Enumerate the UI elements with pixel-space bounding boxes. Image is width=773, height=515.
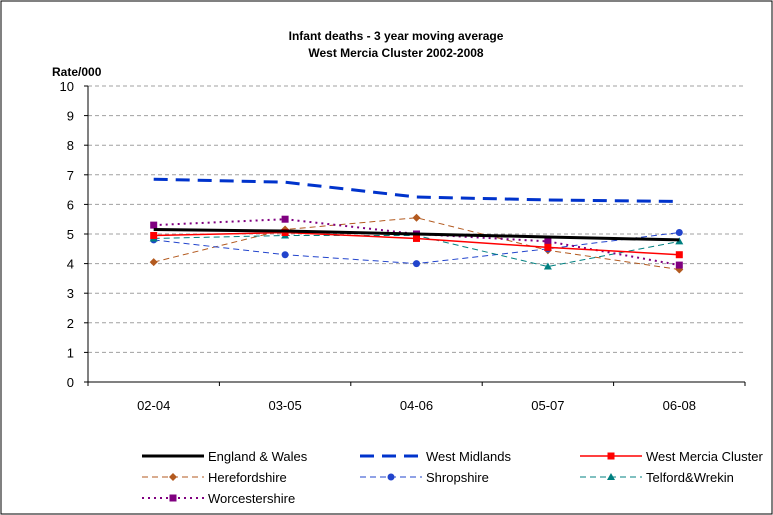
legend-label-4: Shropshire (426, 470, 489, 485)
legend-marker-6 (169, 494, 177, 502)
axes (84, 85, 746, 386)
chart-title: Infant deaths - 3 year moving average (289, 29, 504, 43)
legend-label-3: Herefordshire (208, 470, 287, 485)
data-point-6-1 (281, 215, 289, 223)
x-tick-label: 03-05 (268, 398, 301, 413)
legend-marker-2 (607, 452, 615, 460)
x-tick-label: 04-06 (400, 398, 433, 413)
series-line-3 (153, 217, 680, 271)
y-tick-label: 6 (67, 197, 74, 212)
data-point-2-0 (150, 231, 158, 239)
legend-label-1: West Midlands (426, 449, 512, 464)
y-tick-label: 10 (60, 79, 74, 94)
data-point-3-2 (412, 213, 421, 222)
legend-label-2: West Mercia Cluster (646, 449, 763, 464)
legend-marker-3 (169, 473, 177, 481)
y-tick-label: 3 (67, 286, 74, 301)
legend-label-0: England & Wales (208, 449, 308, 464)
legend-label-6: Worcestershire (208, 491, 295, 506)
data-point-3-0 (149, 258, 158, 267)
y-tick-label: 0 (67, 375, 74, 390)
data-point-6-3 (544, 237, 552, 245)
y-tick-label: 5 (67, 227, 74, 242)
data-point-4-1 (281, 251, 289, 259)
legend: England & Wales West Midlands West Mercia … (142, 449, 763, 506)
data-point-5-3 (543, 262, 552, 270)
y-tick-label: 4 (67, 257, 74, 272)
data-point-5-4 (675, 237, 684, 245)
x-tick-label: 02-04 (137, 398, 170, 413)
series-group (149, 177, 684, 274)
data-point-2-3 (544, 243, 552, 251)
x-tick-label: 05-07 (531, 398, 564, 413)
data-point-6-0 (150, 221, 158, 229)
y-axis-label: Rate/000 (52, 65, 102, 79)
x-tick-label: 06-08 (663, 398, 696, 413)
legend-marker-5 (607, 473, 615, 480)
series-line-0 (153, 228, 680, 242)
y-tick-label: 2 (67, 316, 74, 331)
data-point-2-2 (413, 234, 420, 242)
y-tick-label: 9 (67, 109, 74, 124)
data-point-4-2 (413, 260, 420, 268)
y-tick-label: 8 (67, 138, 74, 153)
y-tick-label: 1 (67, 345, 74, 360)
data-point-4-4 (675, 229, 683, 237)
tick-labels: 0 1 2 3 4 5 6 7 8 9 10 02-04 03-05 04-06 05-07 06-08 (60, 79, 696, 413)
y-tick-label: 7 (67, 168, 74, 183)
data-point-2-4 (675, 251, 683, 259)
legend-marker-4 (387, 473, 395, 481)
chart-subtitle: West Mercia Cluster 2002-2008 (308, 46, 484, 60)
legend-label-5: Telford&Wrekin (646, 470, 734, 485)
data-point-6-4 (675, 261, 683, 269)
